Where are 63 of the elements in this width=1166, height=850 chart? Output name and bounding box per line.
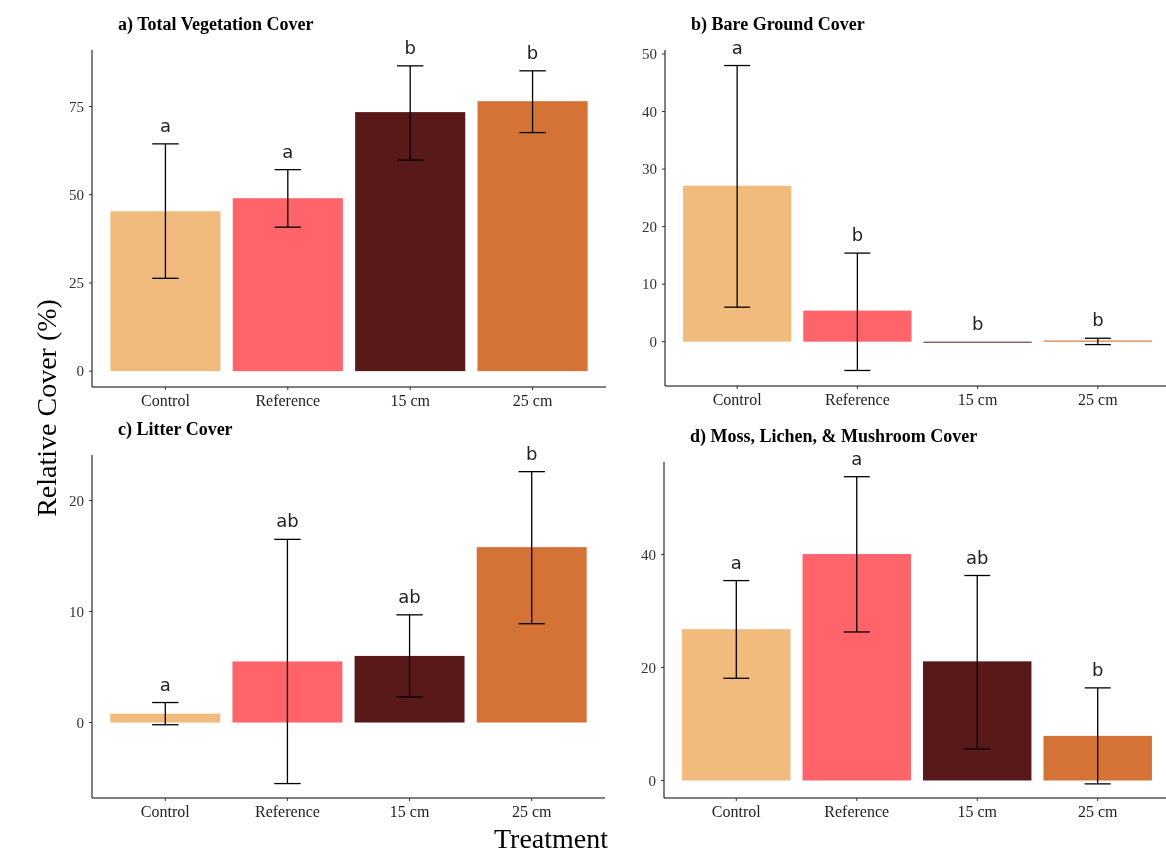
x-tick-label: Reference xyxy=(824,391,890,408)
annotation: b xyxy=(971,312,984,334)
chart-title: a) Total Vegetation Cover xyxy=(118,14,314,35)
x-tick-label: 15 cm xyxy=(390,392,431,409)
y-tick-label: 0 xyxy=(649,333,657,350)
bar xyxy=(476,547,587,723)
annotation: b xyxy=(1092,309,1104,331)
annotation: a xyxy=(731,36,743,58)
x-axis-title: Treatment xyxy=(493,823,609,850)
y-tick-label: 20 xyxy=(69,492,84,509)
y-tick-label: 50 xyxy=(642,46,657,63)
annotation: ab xyxy=(398,585,421,607)
annotation: b xyxy=(1092,658,1104,680)
annotation: ab xyxy=(276,510,299,532)
y-tick-label: 40 xyxy=(641,546,656,563)
x-tick-label: Reference xyxy=(255,392,321,409)
x-tick-label: 15 cm xyxy=(389,803,430,820)
bar xyxy=(682,629,791,781)
annotation: b xyxy=(404,36,416,58)
y-tick-label: 10 xyxy=(642,276,657,293)
chart-title: c) Litter Cover xyxy=(118,419,233,440)
y-tick-label: 0 xyxy=(76,363,84,380)
y-tick-label: 0 xyxy=(76,714,84,731)
y-tick-label: 40 xyxy=(642,103,657,120)
x-tick-label: Reference xyxy=(255,803,320,820)
annotation: b xyxy=(851,224,864,246)
y-tick-label: 0 xyxy=(648,772,656,789)
annotation: b xyxy=(526,442,538,464)
bar xyxy=(232,198,343,372)
chart-title: b) Bare Ground Cover xyxy=(691,14,865,35)
x-tick-label: Control xyxy=(711,803,762,820)
y-tick-label: 20 xyxy=(642,218,657,235)
chart-title: d) Moss, Lichen, & Mushroom Cover xyxy=(690,426,978,447)
x-tick-label: 25 cm xyxy=(1078,391,1119,408)
bar xyxy=(232,661,343,723)
x-tick-label: 15 cm xyxy=(957,803,998,820)
x-tick-label: Control xyxy=(712,391,763,408)
bar xyxy=(477,101,588,372)
y-tick-label: 30 xyxy=(642,161,657,178)
bar xyxy=(355,112,466,372)
annotation: b xyxy=(526,41,539,63)
annotation: a xyxy=(730,551,742,573)
annotation: a xyxy=(851,447,863,469)
y-tick-label: 50 xyxy=(69,186,84,203)
y-axis-title: Relative Cover (%) xyxy=(31,299,62,517)
annotation: a xyxy=(282,140,294,162)
annotation: a xyxy=(159,673,171,695)
y-tick-label: 25 xyxy=(69,275,84,292)
x-tick-label: 15 cm xyxy=(957,391,998,408)
x-tick-label: Control xyxy=(140,392,191,409)
annotation: a xyxy=(159,114,171,136)
bar xyxy=(803,310,912,342)
x-tick-label: 25 cm xyxy=(1077,803,1119,820)
bar xyxy=(802,554,911,781)
y-tick-label: 10 xyxy=(69,603,84,620)
y-tick-label: 20 xyxy=(641,659,656,676)
x-tick-label: Control xyxy=(140,803,191,820)
annotation: ab xyxy=(966,546,989,568)
y-tick-label: 75 xyxy=(69,98,84,115)
bar xyxy=(110,211,221,372)
x-tick-label: Reference xyxy=(824,803,890,820)
x-tick-label: 25 cm xyxy=(511,803,553,820)
x-tick-label: 25 cm xyxy=(512,392,553,409)
